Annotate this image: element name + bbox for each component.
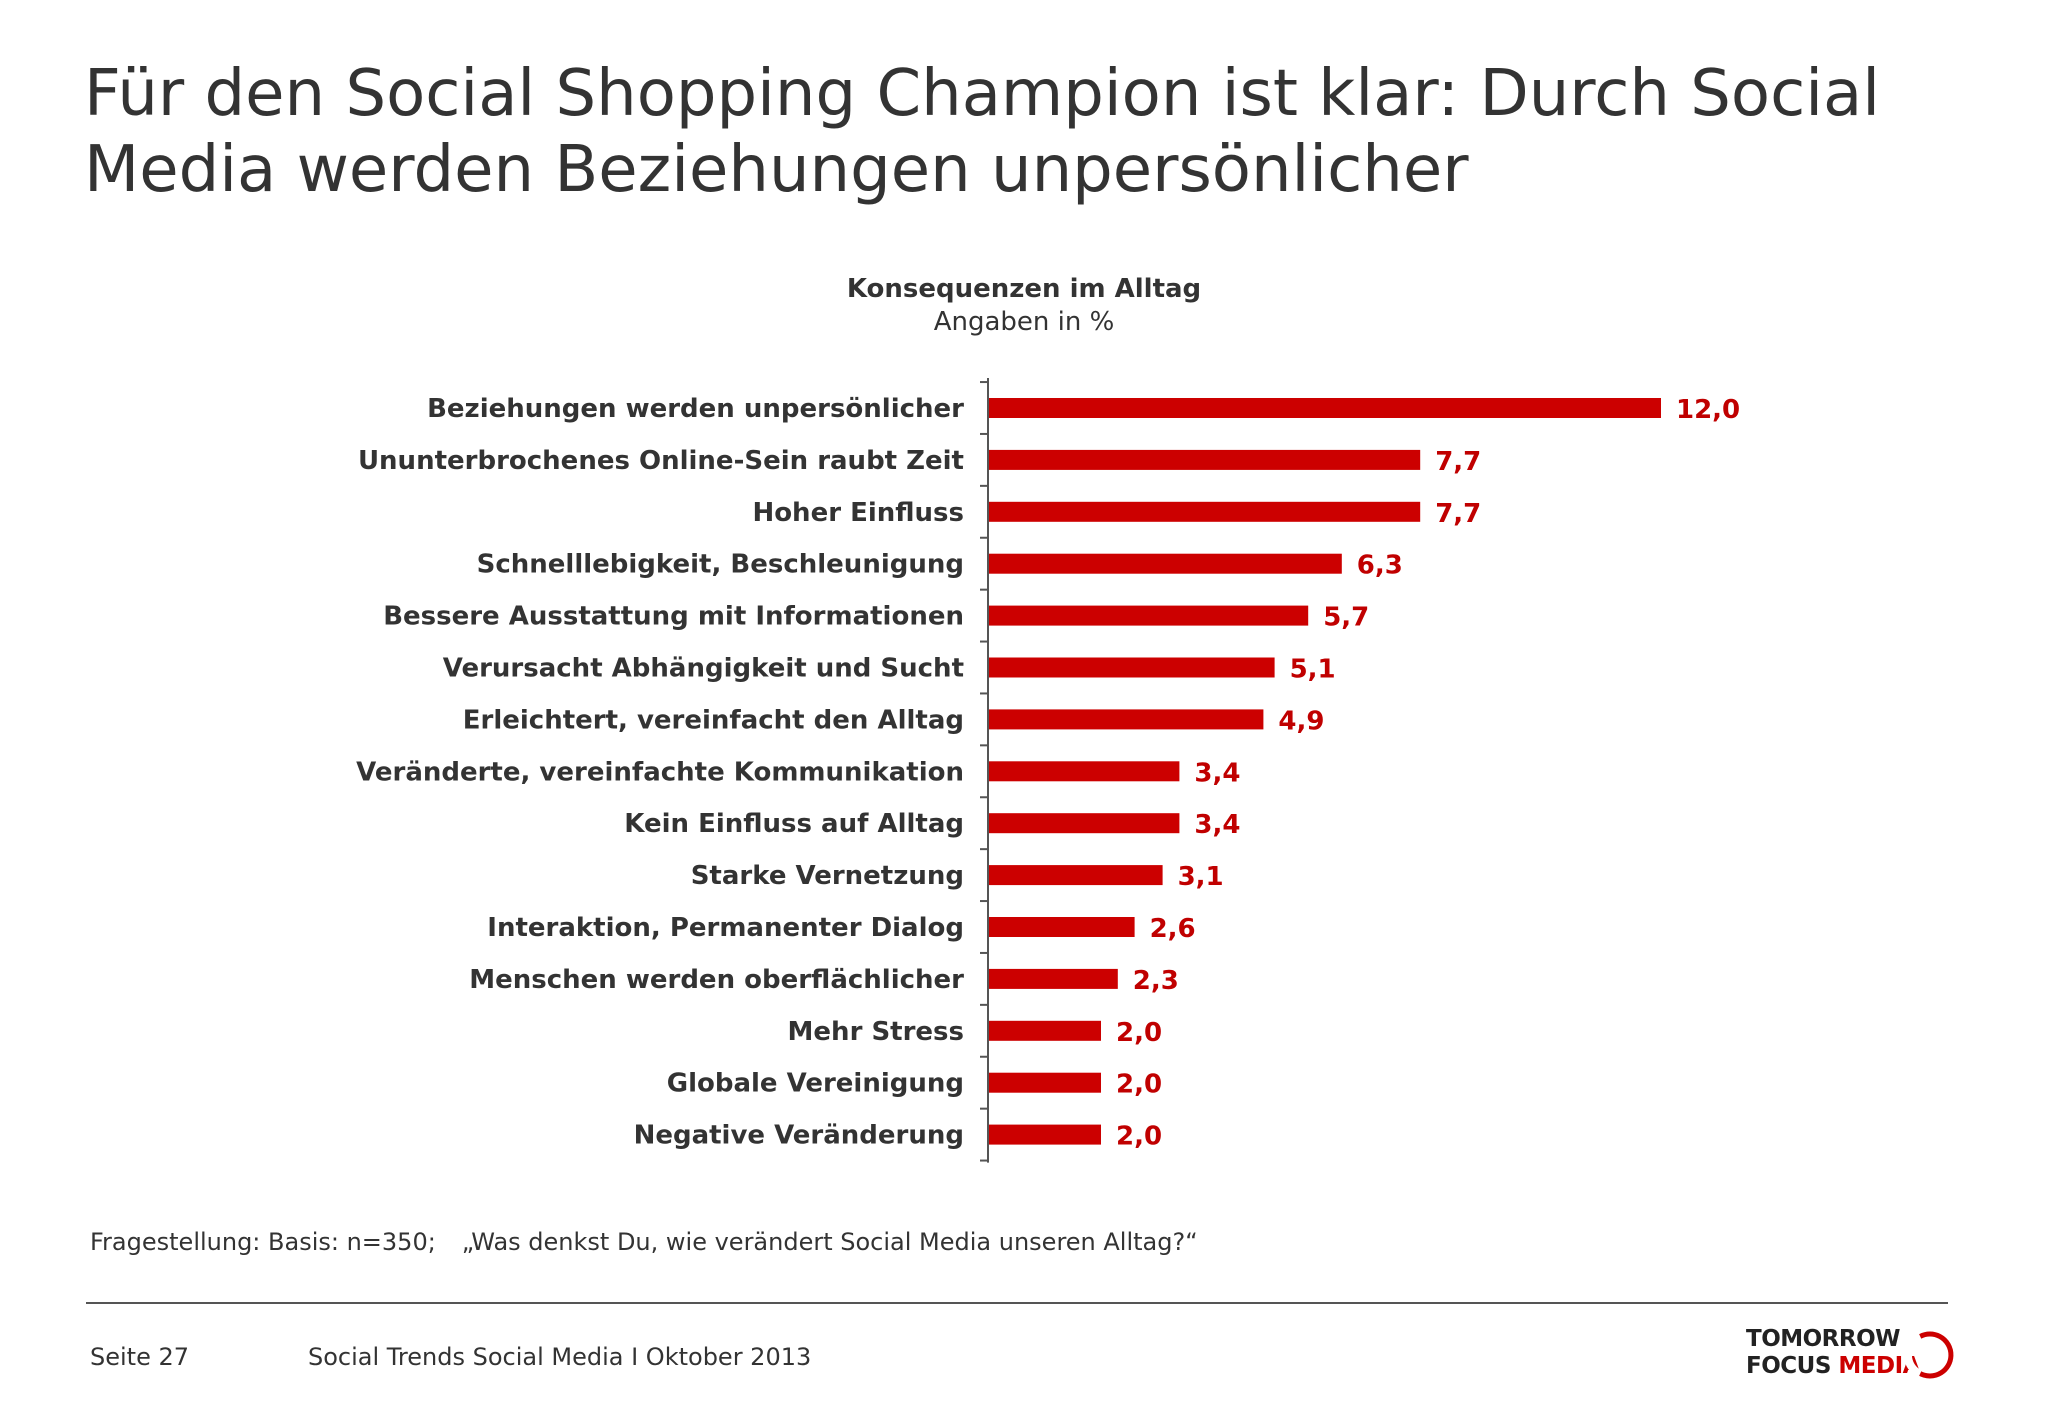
bar bbox=[989, 553, 1342, 574]
category-label: Negative Veränderung bbox=[634, 1121, 964, 1151]
value-label: 6,3 bbox=[1357, 551, 1403, 581]
logo-text-focus: FOCUS bbox=[1746, 1353, 1831, 1379]
chart-heading: Konsequenzen im Alltag Angaben in % bbox=[824, 272, 1224, 338]
bar bbox=[989, 1072, 1101, 1093]
chart-title: Konsequenzen im Alltag bbox=[846, 274, 1202, 304]
category-label: Bessere Ausstattung mit Informationen bbox=[383, 602, 964, 632]
category-label: Schnelllebigkeit, Beschleunigung bbox=[477, 550, 964, 580]
bar bbox=[989, 1020, 1101, 1041]
bar bbox=[989, 501, 1421, 522]
category-label: Kein Einfluss auf Alltag bbox=[624, 809, 964, 839]
bar bbox=[989, 968, 1118, 989]
footnote-basis: Fragestellung: Basis: n=350; bbox=[90, 1228, 436, 1256]
bar bbox=[989, 761, 1180, 782]
category-label: Erleichtert, vereinfacht den Alltag bbox=[463, 705, 964, 735]
category-label: Beziehungen werden unpersönlicher bbox=[427, 394, 964, 424]
page-number: Seite 27 bbox=[90, 1343, 190, 1371]
value-label: 3,1 bbox=[1178, 862, 1224, 892]
value-label: 7,7 bbox=[1435, 499, 1481, 529]
bar bbox=[989, 865, 1163, 886]
category-label: Ununterbrochenes Online-Sein raubt Zeit bbox=[358, 446, 964, 476]
value-label: 3,4 bbox=[1194, 758, 1240, 788]
logo-text-line2: FOCUS MEDIA bbox=[1746, 1353, 1920, 1379]
value-label: 2,0 bbox=[1116, 1122, 1162, 1152]
bar bbox=[989, 917, 1135, 937]
footnote: Fragestellung: Basis: n=350; „Was denkst … bbox=[90, 1228, 1198, 1256]
document-reference: Social Trends Social Media I Oktober 201… bbox=[308, 1343, 812, 1371]
value-label: 2,6 bbox=[1150, 914, 1196, 944]
value-label: 7,7 bbox=[1435, 447, 1481, 477]
value-label: 5,1 bbox=[1290, 655, 1336, 685]
chart-subtitle: Angaben in % bbox=[933, 307, 1115, 337]
value-label: 12,0 bbox=[1676, 395, 1740, 425]
category-label: Mehr Stress bbox=[788, 1017, 964, 1047]
value-label: 3,4 bbox=[1194, 810, 1240, 840]
value-label: 4,9 bbox=[1278, 706, 1324, 736]
bar-chart: Beziehungen werden unpersönlicher 12,0 Unu… bbox=[356, 378, 1740, 1163]
page-title: Für den Social Shopping Champion ist kla… bbox=[84, 57, 1881, 207]
category-label: Hoher Einfluss bbox=[752, 498, 964, 528]
bar bbox=[989, 449, 1421, 470]
footer-divider bbox=[86, 1302, 1948, 1304]
bar bbox=[989, 398, 1661, 418]
category-label: Starke Vernetzung bbox=[691, 861, 964, 891]
value-label: 2,3 bbox=[1133, 966, 1179, 996]
bar bbox=[989, 605, 1309, 626]
category-label: Verursacht Abhängigkeit und Sucht bbox=[443, 654, 964, 684]
brand-logo: TOMORROW FOCUS MEDIA bbox=[1746, 1326, 1956, 1386]
category-label: Menschen werden oberflächlicher bbox=[469, 965, 964, 995]
category-label: Veränderte, vereinfachte Kommunikation bbox=[356, 757, 964, 787]
category-label: Interaktion, Permanenter Dialog bbox=[487, 913, 964, 943]
crescent-logo-icon bbox=[1906, 1331, 1954, 1379]
category-label: Globale Vereinigung bbox=[667, 1069, 964, 1099]
value-label: 2,0 bbox=[1116, 1070, 1162, 1100]
value-label: 2,0 bbox=[1116, 1018, 1162, 1048]
value-label: 5,7 bbox=[1323, 603, 1369, 633]
bar bbox=[989, 709, 1264, 730]
bar bbox=[989, 813, 1180, 834]
footnote-question: „Was denkst Du, wie verändert Social Med… bbox=[461, 1228, 1198, 1256]
bar bbox=[989, 657, 1275, 678]
bar bbox=[989, 1124, 1101, 1145]
logo-text-line1: TOMORROW bbox=[1746, 1326, 1901, 1352]
